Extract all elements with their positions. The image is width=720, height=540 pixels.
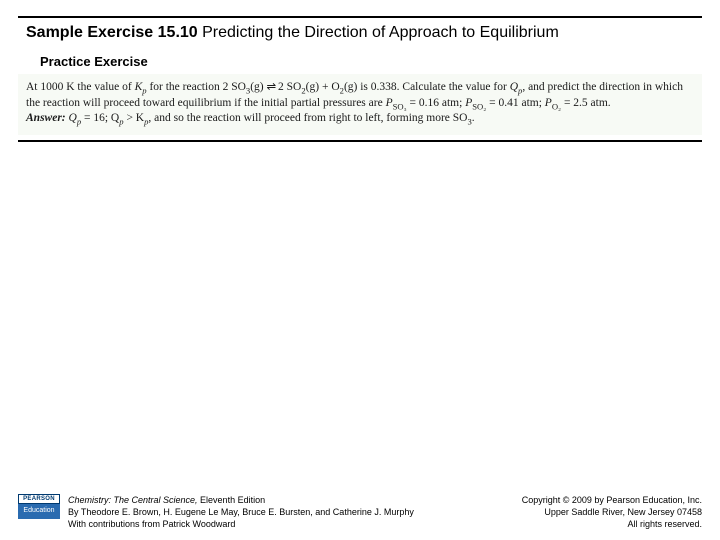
t: .: [472, 112, 475, 124]
t: (g) is 0.338. Calculate the value for: [344, 81, 510, 93]
page-title: Sample Exercise 15.10 Predicting the Dir…: [26, 24, 702, 42]
t: for the reaction 2 SO: [147, 81, 246, 93]
authors: By Theodore E. Brown, H. Eugene Le May, …: [68, 506, 414, 518]
p: P: [386, 97, 393, 109]
t: At 1000 K the value of: [26, 81, 135, 93]
edition: Eleventh Edition: [200, 495, 265, 505]
contributions: With contributions from Patrick Woodward: [68, 518, 414, 530]
t: Q: [66, 112, 77, 124]
t: , and so the reaction will proceed from …: [148, 112, 467, 124]
t: (g): [250, 81, 266, 93]
bottom-rule: [18, 140, 702, 142]
t: (g) + O: [306, 81, 340, 93]
copyright: Copyright © 2009 by Pearson Education, I…: [522, 494, 702, 530]
t: = 0.41 atm;: [486, 97, 545, 109]
book-line: Chemistry: The Central Science, Eleventh…: [68, 494, 414, 506]
logo-top: PEARSON: [18, 494, 60, 504]
equilibrium-arrow: ⇌: [267, 81, 276, 93]
answer-label: Answer:: [26, 112, 66, 124]
answer-line: Answer: Qp = 16; Qp > Kp, and so the rea…: [26, 112, 475, 124]
t: = 0.16 atm;: [407, 97, 466, 109]
footer-left: PEARSON Education Chemistry: The Central…: [18, 494, 414, 530]
copyright-line: Copyright © 2009 by Pearson Education, I…: [522, 494, 702, 506]
t: 2 SO: [275, 81, 301, 93]
sub: SO₂: [472, 101, 486, 111]
problem-box: At 1000 K the value of Kp for the reacti…: [18, 74, 702, 135]
book-title: Chemistry: The Central Science,: [68, 495, 200, 505]
p: P: [545, 97, 552, 109]
problem-text: At 1000 K the value of Kp for the reacti…: [26, 81, 683, 109]
sub: O₂: [552, 101, 561, 111]
copyright-line: Upper Saddle River, New Jersey 07458: [522, 506, 702, 518]
practice-subtitle: Practice Exercise: [40, 54, 148, 69]
sub: SO₃: [393, 101, 407, 111]
title-rest: Predicting the Direction of Approach to …: [198, 24, 559, 41]
copyright-line: All rights reserved.: [522, 518, 702, 530]
logo-bottom: Education: [18, 504, 60, 519]
t: = 2.5 atm.: [561, 97, 611, 109]
qp: Q: [510, 81, 518, 93]
t: > K: [124, 112, 145, 124]
pearson-logo: PEARSON Education: [18, 494, 60, 519]
footer: PEARSON Education Chemistry: The Central…: [18, 494, 702, 530]
credits: Chemistry: The Central Science, Eleventh…: [68, 494, 414, 530]
title-bold: Sample Exercise 15.10: [26, 24, 198, 41]
t: = 16; Q: [81, 112, 119, 124]
top-rule: [18, 16, 702, 18]
